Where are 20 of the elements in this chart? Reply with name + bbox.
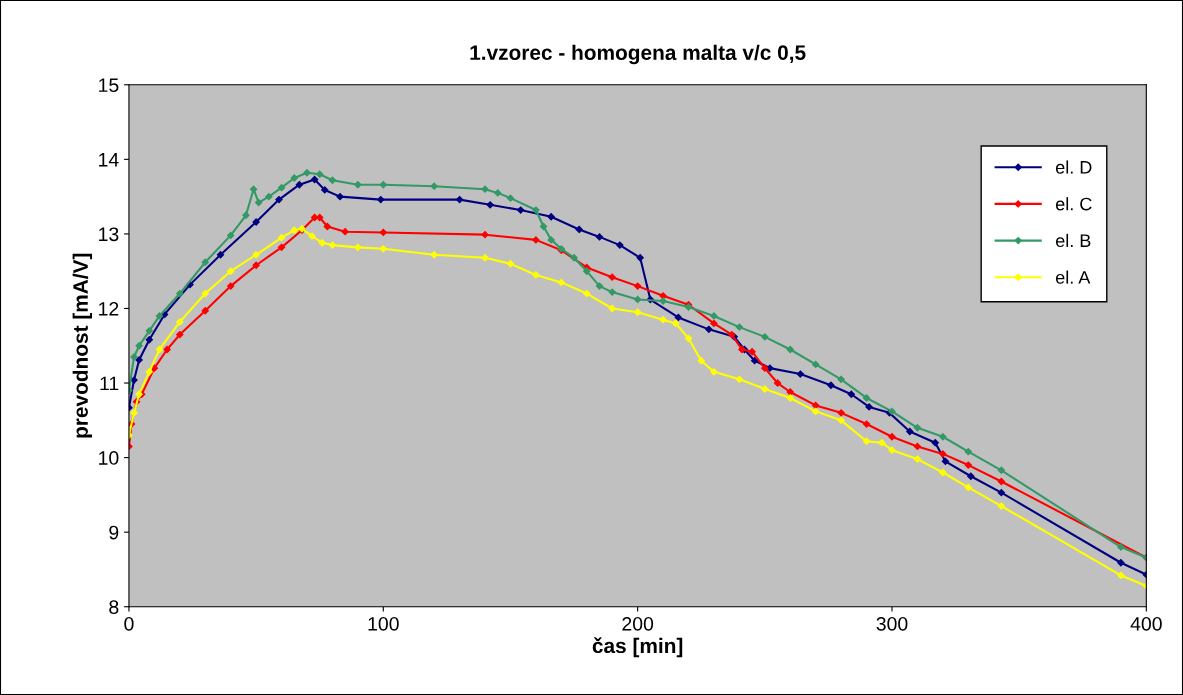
x-tick-label: 300 — [876, 616, 908, 631]
y-axis-title: prevodnost [mA/V] — [72, 253, 93, 438]
y-tick-label: 10 — [99, 451, 119, 465]
y-tick-label: 12 — [99, 301, 119, 316]
legend-label: el. D — [1055, 160, 1092, 174]
y-tick-label: 13 — [99, 227, 119, 242]
legend-label: el. A — [1055, 270, 1091, 284]
legend-label: el. C — [1055, 197, 1092, 211]
y-tick-label: 15 — [99, 78, 119, 93]
x-tick-label: 0 — [124, 616, 134, 631]
x-axis-title: čas [min] — [592, 637, 683, 658]
y-tick-label: 8 — [109, 600, 119, 614]
legend-label: el. B — [1055, 233, 1091, 248]
x-tick-label: 100 — [368, 616, 399, 631]
y-tick-label: 11 — [100, 376, 119, 391]
chart-title: 1.vzorec - homogena malta v/c 0,5 — [470, 44, 806, 65]
x-tick-label: 200 — [622, 616, 654, 631]
y-tick-label: 9 — [109, 525, 119, 540]
x-tick-label: 400 — [1130, 616, 1162, 631]
y-tick-label: 14 — [99, 153, 119, 167]
